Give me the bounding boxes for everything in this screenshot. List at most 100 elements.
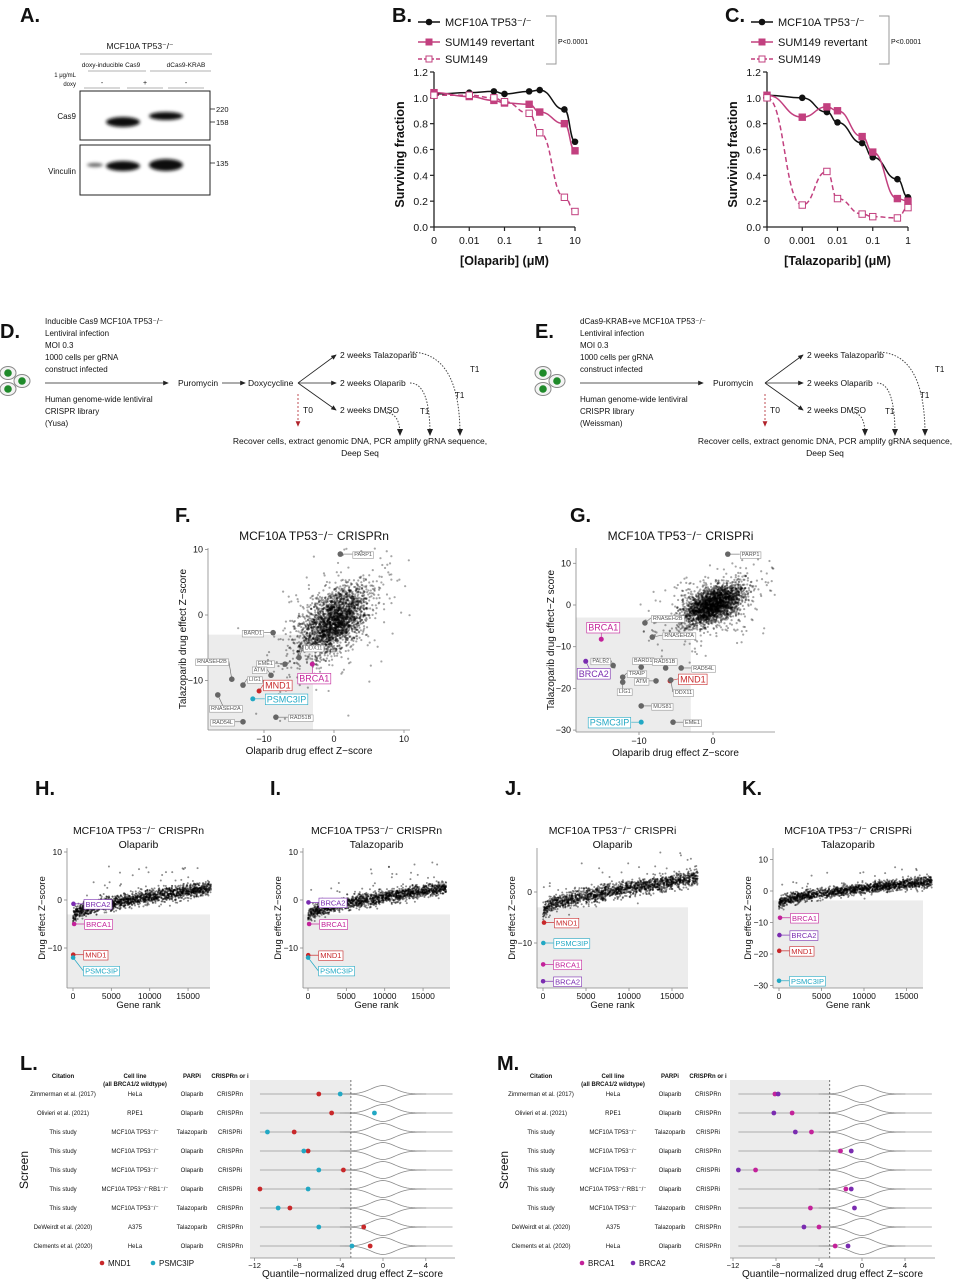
scatter-point [341,621,344,624]
scatter-point [290,666,293,669]
scatter-point [349,605,352,608]
scatter-point [318,595,322,598]
scatter-point [688,661,691,664]
nucleus-icon [4,369,12,377]
scatter-point [305,576,308,579]
scatter-point [338,629,341,632]
scatter-point [312,555,315,558]
t1-label: T1 [920,391,930,400]
scatter-point [313,633,316,637]
scatter-point [662,629,665,632]
scatter-point [339,631,342,634]
panel-label-j: J. [505,778,522,800]
scatter-point [368,616,371,620]
scatter-point [355,597,358,600]
scatter-point [344,590,348,593]
scatter-point [677,629,680,632]
scatter-point [338,606,341,610]
scatter-point [308,632,311,635]
scatter-point [355,628,358,632]
blot-row-label: Cas9 [57,112,76,121]
scatter-point [301,605,304,609]
scatter-point [330,605,333,608]
scatter-point [339,647,342,650]
scatter-point [283,627,286,630]
blot-cas9 [79,90,211,141]
scatter-point [368,574,371,577]
scatter-point [668,629,671,632]
scatter-point [722,568,726,571]
data-point [798,201,806,209]
scatter-point [318,660,322,663]
scatter-point [306,686,309,689]
scatter-point [359,608,362,611]
scatter-point [303,641,306,644]
scatter-point [319,627,322,630]
gene-label: ATM [254,667,266,673]
scatter-point [316,593,320,597]
scatter-point [336,639,339,642]
scatter-point [340,595,343,598]
scatter-point [331,636,335,640]
scatter-point [309,657,312,660]
scatter-point [342,604,346,607]
scatter-point [306,603,309,607]
scatter-point [351,590,354,593]
scatter-point [316,632,319,635]
scatter-point [320,631,324,634]
scatter-point [681,589,684,592]
scatter-point [318,617,321,620]
x-axis-title: [Talazoparib] (μM) [784,254,891,268]
scatter-point [695,640,699,643]
scatter-point [362,579,366,582]
scatter-point [338,614,342,617]
scatter-point [327,642,331,646]
scatter-point [321,630,324,633]
scatter-point [722,575,725,579]
branch-arrow [764,382,804,411]
scatter-point [773,593,776,596]
scatter-point [337,639,340,643]
scatter-point [715,635,718,638]
scatter-point [353,595,357,598]
scatter-point [287,638,290,641]
scatter-point [336,625,340,628]
scatter-point [333,619,337,622]
scatter-point [289,647,292,650]
scatter-point [305,658,308,661]
scatter-point [365,588,368,591]
scatter-point [731,580,735,584]
scatter-point [328,612,331,615]
scatter-point [333,601,336,604]
scatter-point [338,634,342,637]
scatter-point [360,610,363,613]
scatter-point [328,621,331,624]
scatter-point [341,671,344,674]
scatter-point [349,589,352,592]
scatter-point [747,587,750,590]
scatter-point [760,578,764,581]
scatter-point [350,605,354,608]
scatter-point [377,593,380,597]
panel-label-a: A. [20,5,40,27]
scatter-point [349,626,353,629]
scatter-point [324,634,327,637]
scatter-point [323,622,326,626]
scatter-point [352,643,355,646]
scatter-point [370,592,373,595]
scatter-point [698,622,701,625]
scatter-point [357,605,360,608]
treatment-label: 1 μg/mL [54,73,76,79]
scatter-point [715,632,718,635]
scatter-point [343,623,347,626]
scatter-point [734,614,738,617]
branch-arrow [764,354,804,384]
scatter-point [746,579,749,582]
scatter-point [319,612,322,615]
t0-label: T0 [770,405,780,415]
data-point [525,100,533,108]
scatter-point [345,547,348,550]
scatter-point [673,586,676,589]
data-point [561,106,568,113]
scatter-point [748,589,751,592]
